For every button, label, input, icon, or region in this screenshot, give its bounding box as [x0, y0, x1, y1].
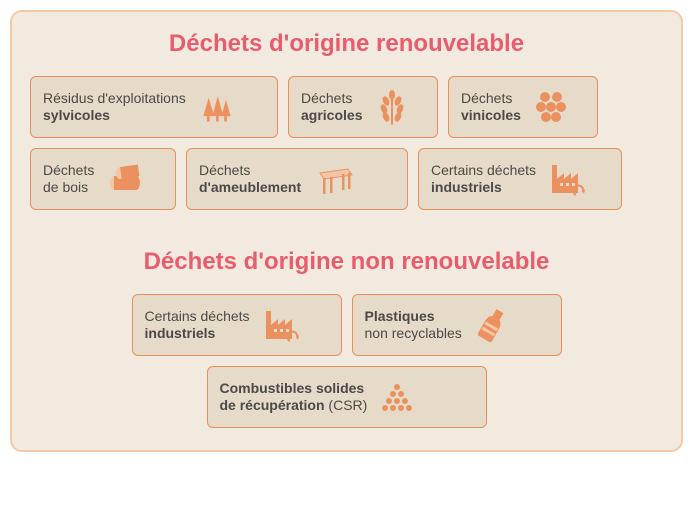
card-text: Déchets d'ameublement [199, 162, 301, 197]
card-text: Déchets vinicoles [461, 90, 521, 125]
trees-icon [196, 87, 236, 127]
card-text: Déchets agricoles [301, 90, 362, 125]
table-icon [311, 159, 361, 199]
card-industriels-1: Certains déchets industriels [418, 148, 622, 210]
wheat-icon [372, 87, 412, 127]
card-text: Plastiques non recyclables [365, 308, 462, 343]
card-industriels-2: Certains déchets industriels [132, 294, 342, 356]
grapes-icon [531, 87, 571, 127]
card-ameublement: Déchets d'ameublement [186, 148, 408, 210]
card-sylvicoles: Résidus d'exploitations sylvicoles [30, 76, 278, 138]
card-plastiques: Plastiques non recyclables [352, 294, 562, 356]
card-text: Certains déchets industriels [431, 162, 536, 197]
section2-title: Déchets d'origine non renouvelable [30, 248, 663, 276]
factory-icon [260, 305, 300, 345]
spacer [30, 210, 663, 248]
factory-icon [546, 159, 586, 199]
section1-title: Déchets d'origine renouvelable [30, 30, 663, 58]
section2-cards: Certains déchets industriels Plastiques … [30, 294, 663, 428]
logs-icon [104, 159, 144, 199]
card-vinicoles: Déchets vinicoles [448, 76, 598, 138]
bottle-icon [472, 305, 512, 345]
card-text: Combustibles solides de récupération (CS… [220, 380, 368, 415]
card-text: Déchets de bois [43, 162, 94, 197]
pellets-icon [377, 377, 417, 417]
section1-cards: Résidus d'exploitations sylvicoles Déche… [30, 76, 663, 210]
infographic-panel: Déchets d'origine renouvelable Résidus d… [10, 10, 683, 452]
card-agricoles: Déchets agricoles [288, 76, 438, 138]
card-csr: Combustibles solides de récupération (CS… [207, 366, 487, 428]
card-text: Certains déchets industriels [145, 308, 250, 343]
card-text: Résidus d'exploitations sylvicoles [43, 90, 186, 125]
card-bois: Déchets de bois [30, 148, 176, 210]
